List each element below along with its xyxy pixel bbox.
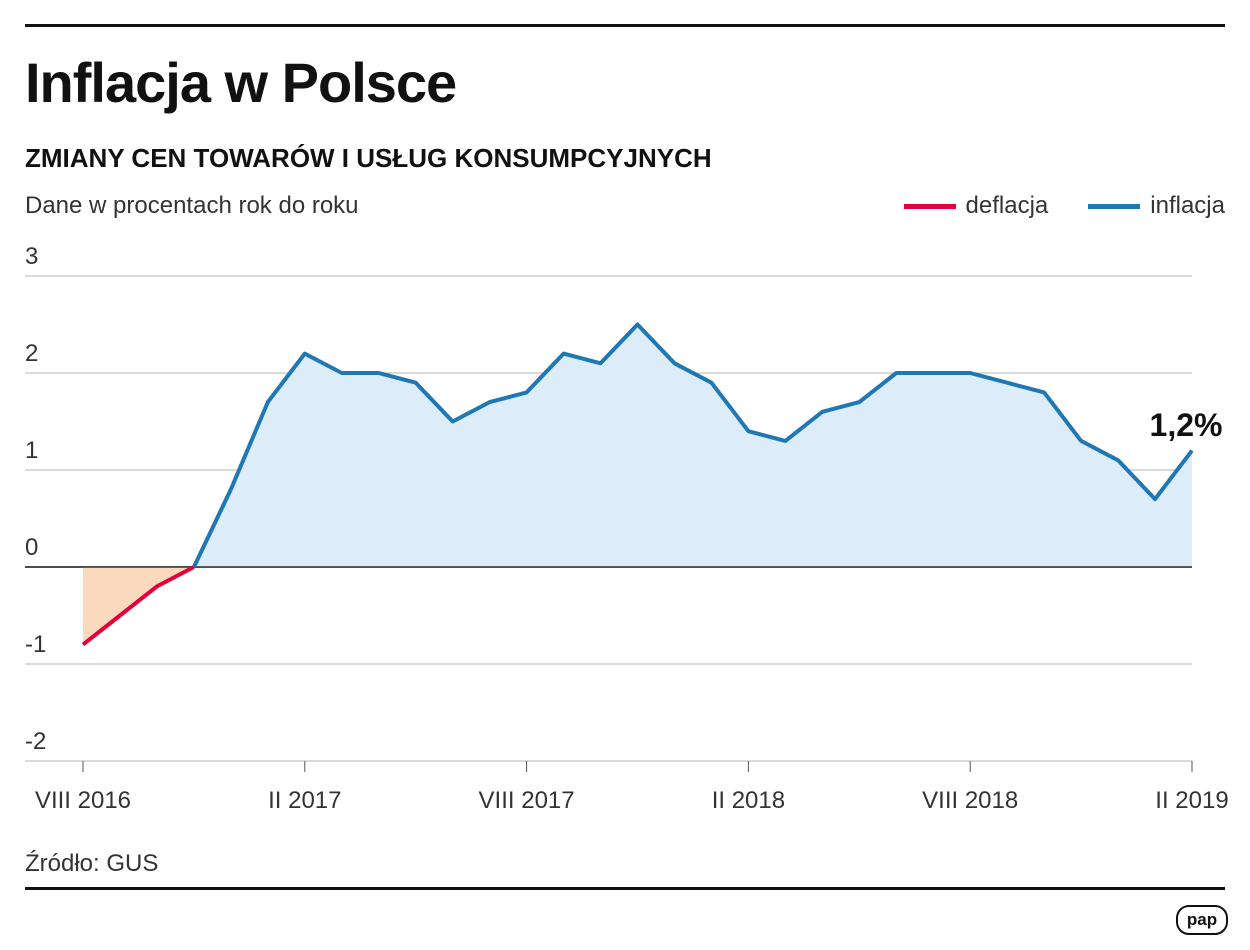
chart-description: Dane w procentach rok do roku — [25, 192, 359, 219]
y-tick-label: 3 — [25, 243, 38, 270]
legend-item-inflation: inflacja — [1088, 192, 1225, 220]
legend-item-deflation: deflacja — [903, 192, 1049, 220]
pap-logo: pap — [1176, 905, 1228, 935]
bottom-rule — [25, 887, 1225, 890]
y-tick-label: -1 — [25, 631, 46, 658]
legend-swatch-deflation — [903, 203, 956, 209]
inflation-area — [193, 324, 1192, 567]
chart-subtitle: ZMIANY CEN TOWARÓW I USŁUG KONSUMPCYJNYC… — [25, 143, 712, 173]
chart-title: Inflacja w Polsce — [25, 51, 457, 114]
top-rule — [25, 24, 1225, 27]
legend-label: deflacja — [965, 192, 1049, 219]
x-tick-label: II 2019 — [1155, 787, 1228, 814]
last-value-label: 1,2% — [1150, 407, 1223, 443]
x-tick-label: VIII 2016 — [35, 787, 131, 814]
x-tick-label: II 2018 — [712, 787, 785, 814]
legend: deflacja inflacja — [903, 192, 1225, 220]
inflation-line — [192, 322, 1194, 568]
deflation-line — [81, 565, 195, 647]
deflation-area — [83, 567, 194, 645]
y-tick-label: 2 — [25, 340, 38, 367]
source-note: Źródło: GUS — [25, 850, 159, 877]
y-tick-label: 1 — [25, 437, 38, 464]
y-tick-label: 0 — [25, 534, 38, 561]
x-tick-label: VIII 2017 — [479, 787, 575, 814]
legend-swatch-inflation — [1088, 203, 1141, 209]
y-tick-label: -2 — [25, 728, 46, 755]
x-tick-label: II 2017 — [268, 787, 341, 814]
x-tick-label: VIII 2018 — [922, 787, 1018, 814]
legend-label: inflacja — [1150, 192, 1225, 219]
